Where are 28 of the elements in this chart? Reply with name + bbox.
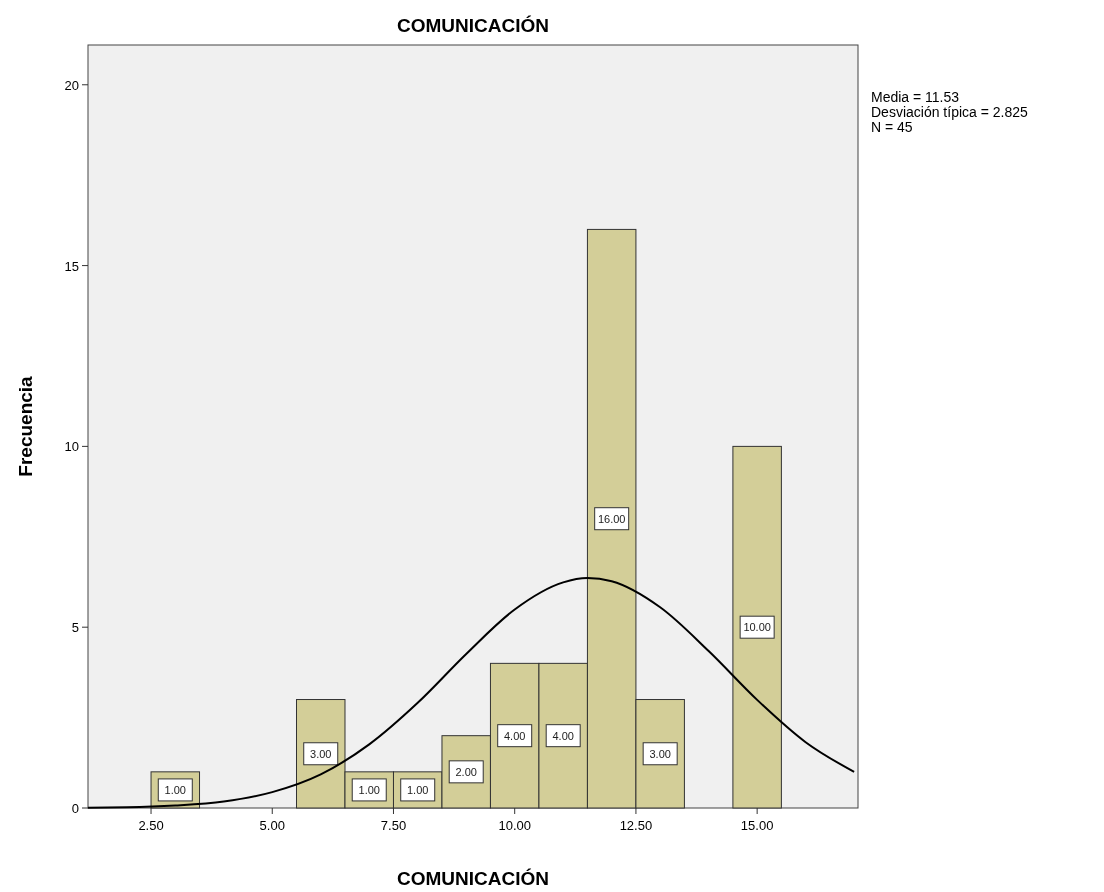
y-axis-title: Frecuencia xyxy=(15,375,36,477)
data-label: 10.00 xyxy=(743,621,771,634)
y-tick-label: 0 xyxy=(71,801,79,816)
x-tick-label: 7.50 xyxy=(380,818,407,833)
y-tick-label: 15 xyxy=(64,258,79,274)
data-label: 1.00 xyxy=(164,783,186,796)
text: N = 45 xyxy=(871,119,913,135)
x-axis-title: COMUNICACIÓN xyxy=(397,868,549,889)
x-tick-label: 5.00 xyxy=(259,818,285,833)
text: Desviación típica = 2.825 xyxy=(871,104,1029,120)
data-label: 1.00 xyxy=(407,783,429,796)
x-tick-label: 12.50 xyxy=(619,818,653,833)
data-label: 1.00 xyxy=(358,783,380,796)
y-tick-label: 5 xyxy=(71,620,79,636)
line-series xyxy=(87,577,856,809)
chart-title: COMUNICACIÓN xyxy=(397,15,549,36)
x-tick-label: 15.00 xyxy=(740,818,774,833)
data-label: 16.00 xyxy=(597,512,626,525)
x-tick-label: 10.00 xyxy=(498,818,531,833)
data-label: 3.00 xyxy=(649,747,671,760)
data-label: 4.00 xyxy=(503,729,526,742)
y-tick-label: 20 xyxy=(64,77,79,93)
data-label: 3.00 xyxy=(310,747,332,760)
x-tick-label: 2.50 xyxy=(138,818,164,833)
data-label: 2.00 xyxy=(455,765,477,778)
text: Media = 11.53 xyxy=(871,89,960,105)
y-tick-label: 10 xyxy=(64,439,79,455)
data-label: 4.00 xyxy=(552,729,574,742)
